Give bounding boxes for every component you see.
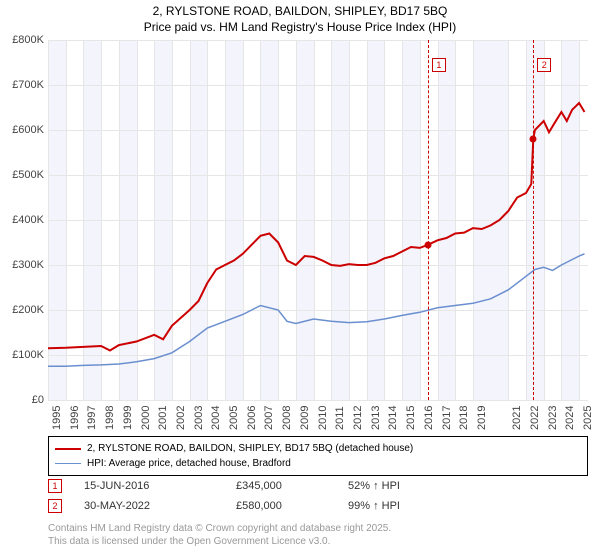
series-hpi — [48, 254, 585, 366]
xtick: 2017 — [441, 406, 453, 430]
chart-title: 2, RYLSTONE ROAD, BAILDON, SHIPLEY, BD17… — [0, 0, 600, 35]
series-price_paid — [48, 103, 585, 351]
legend-text: 2, RYLSTONE ROAD, BAILDON, SHIPLEY, BD17… — [87, 441, 413, 456]
xtick: 1995 — [51, 406, 63, 430]
event-date: 30-MAY-2022 — [84, 500, 204, 512]
xtick: 1998 — [104, 406, 116, 430]
xtick: 2014 — [387, 406, 399, 430]
marker-dot-1 — [424, 241, 431, 248]
ytick: £300K — [0, 259, 44, 271]
title-line-2: Price paid vs. HM Land Registry's House … — [0, 20, 600, 36]
xtick: 2002 — [175, 406, 187, 430]
event-row: 2 30-MAY-2022 £580,000 99% ↑ HPI — [48, 496, 588, 516]
xtick: 2005 — [228, 406, 240, 430]
event-marker-1: 1 — [48, 479, 62, 493]
xtick: 2012 — [352, 406, 364, 430]
xtick: 2013 — [370, 406, 382, 430]
footer-attribution: Contains HM Land Registry data © Crown c… — [48, 522, 391, 548]
ytick: £0 — [0, 394, 44, 406]
footer-line-1: Contains HM Land Registry data © Crown c… — [48, 522, 391, 535]
xtick: 2023 — [547, 406, 559, 430]
marker-dot-2 — [530, 136, 537, 143]
event-row: 1 15-JUN-2016 £345,000 52% ↑ HPI — [48, 476, 588, 496]
xtick: 2015 — [405, 406, 417, 430]
legend-row: 2, RYLSTONE ROAD, BAILDON, SHIPLEY, BD17… — [55, 441, 581, 456]
xtick: 2025 — [582, 406, 594, 430]
xtick: 2024 — [564, 406, 576, 430]
xtick: 2008 — [281, 406, 293, 430]
legend-swatch — [55, 448, 81, 450]
marker-line-2 — [533, 40, 534, 400]
ytick: £400K — [0, 214, 44, 226]
legend-text: HPI: Average price, detached house, Brad… — [87, 456, 291, 471]
chart-area: £0£100K£200K£300K£400K£500K£600K£700K£80… — [0, 40, 600, 430]
event-price: £580,000 — [236, 500, 316, 512]
chart-lines — [48, 40, 588, 400]
xtick: 1999 — [122, 406, 134, 430]
xtick: 2009 — [299, 406, 311, 430]
xtick: 2007 — [263, 406, 275, 430]
event-price: £345,000 — [236, 480, 316, 492]
xtick: 1996 — [69, 406, 81, 430]
event-table: 1 15-JUN-2016 £345,000 52% ↑ HPI 2 30-MA… — [48, 476, 588, 516]
legend-swatch — [55, 463, 81, 465]
xtick: 2004 — [210, 406, 222, 430]
ytick: £600K — [0, 124, 44, 136]
xtick: 2011 — [334, 406, 346, 430]
legend: 2, RYLSTONE ROAD, BAILDON, SHIPLEY, BD17… — [48, 436, 588, 476]
xtick: 2019 — [476, 406, 488, 430]
xtick: 2010 — [317, 406, 329, 430]
xtick: 1997 — [86, 406, 98, 430]
marker-box-2: 2 — [537, 58, 551, 72]
xtick: 2001 — [157, 406, 169, 430]
event-marker-2: 2 — [48, 499, 62, 513]
ytick: £500K — [0, 169, 44, 181]
xtick: 2021 — [511, 406, 523, 430]
xtick: 2006 — [246, 406, 258, 430]
xtick: 2003 — [193, 406, 205, 430]
ytick: £200K — [0, 304, 44, 316]
xtick: 2000 — [140, 406, 152, 430]
footer-line-2: This data is licensed under the Open Gov… — [48, 535, 391, 548]
event-pct: 52% ↑ HPI — [348, 480, 400, 492]
ytick: £800K — [0, 34, 44, 46]
legend-row: HPI: Average price, detached house, Brad… — [55, 456, 581, 471]
marker-box-1: 1 — [432, 58, 446, 72]
event-pct: 99% ↑ HPI — [348, 500, 400, 512]
chart-container: 2, RYLSTONE ROAD, BAILDON, SHIPLEY, BD17… — [0, 0, 600, 560]
plot-region: 12 — [48, 40, 588, 400]
event-date: 15-JUN-2016 — [84, 480, 204, 492]
title-line-1: 2, RYLSTONE ROAD, BAILDON, SHIPLEY, BD17… — [0, 4, 600, 20]
ytick: £700K — [0, 79, 44, 91]
marker-line-1 — [428, 40, 429, 400]
xtick: 2022 — [529, 406, 541, 430]
ytick: £100K — [0, 349, 44, 361]
xtick: 2016 — [423, 406, 435, 430]
xtick: 2018 — [458, 406, 470, 430]
